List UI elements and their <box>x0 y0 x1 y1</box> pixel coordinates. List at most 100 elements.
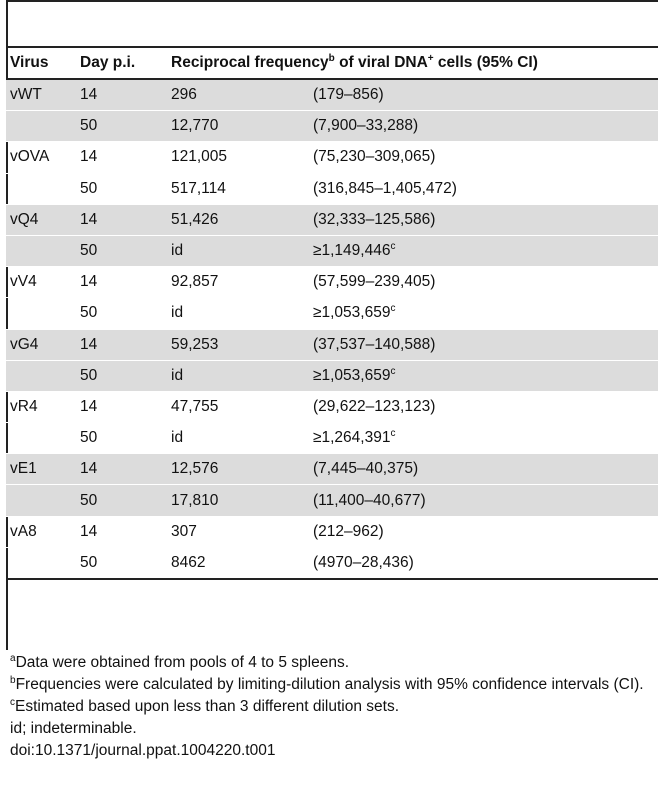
cell-day: 50 <box>80 304 98 322</box>
cell-frequency: 296 <box>167 79 309 111</box>
cell-frequency: id <box>167 360 309 392</box>
cell-confidence-interval: ≥1,053,659c <box>309 298 658 329</box>
cell-confidence-interval: (37,537–140,588) <box>309 329 658 361</box>
cell-day: 50 <box>76 484 167 517</box>
confidence-interval-text: (7,445–40,375) <box>313 460 419 478</box>
footnote: aData were obtained from pools of 4 to 5… <box>10 652 656 674</box>
table-row: 50 17,810 (11,400–40,677) <box>6 484 658 517</box>
cell-virus: vOVA <box>10 148 50 166</box>
cell-confidence-interval: (7,445–40,375) <box>309 453 658 485</box>
cell-virus <box>6 235 76 267</box>
header-frequency-middle: of viral DNA <box>334 54 428 71</box>
footnote-text: doi:10.1371/journal.ppat.1004220.t001 <box>10 742 276 759</box>
footnote-mark: c <box>10 696 15 708</box>
header-frequency: Reciprocal frequencyb of viral DNA+ cell… <box>167 47 658 79</box>
cell-confidence-interval: ≥1,264,391c <box>309 423 658 454</box>
footnote-text: Estimated based upon less than 3 differe… <box>15 698 400 715</box>
table-row: vE1 14 12,576 (7,445–40,375) <box>6 453 658 485</box>
cell-frequency: 51,426 <box>167 204 309 236</box>
table-row: 50 id ≥1,053,659c <box>6 298 658 329</box>
header-day: Day p.i. <box>80 54 136 71</box>
confidence-interval-text: (32,333–125,586) <box>313 210 436 228</box>
table-row: vA8 14 307 (212–962) <box>6 516 658 548</box>
cell-day: 50 <box>76 360 167 392</box>
header-frequency-prefix: Reciprocal frequency <box>171 54 329 71</box>
cell-day: 14 <box>80 148 98 166</box>
confidence-interval-text: (75,230–309,065) <box>313 148 436 166</box>
table-header: Virus Day p.i. Reciprocal frequencyb of … <box>6 47 658 79</box>
table-row: 50 517,114 (316,845–1,405,472) <box>6 173 658 205</box>
cell-virus <box>6 360 76 392</box>
table-frame <box>6 0 658 650</box>
table-row: vOVA 14 121,005 (75,230–309,065) <box>6 142 658 174</box>
cell-frequency: id <box>171 429 184 447</box>
footnote-mark: c <box>390 240 396 252</box>
footnote-mark: c <box>390 365 396 377</box>
cell-virus <box>6 484 76 517</box>
cell-confidence-interval: (316,845–1,405,472) <box>309 173 658 204</box>
cell-day: 14 <box>76 79 167 111</box>
table-row: vV4 14 92,857 (57,599–239,405) <box>6 267 658 298</box>
cell-frequency: 17,810 <box>167 484 309 517</box>
table-row: vQ4 14 51,426 (32,333–125,586) <box>6 204 658 236</box>
cell-day: 14 <box>80 397 98 415</box>
cell-virus: vG4 <box>6 329 76 361</box>
cell-frequency: 47,755 <box>171 397 219 415</box>
cell-frequency: 8462 <box>171 553 206 571</box>
header-row: Virus Day p.i. Reciprocal frequencyb of … <box>6 47 658 79</box>
confidence-interval-text: (212–962) <box>313 522 384 540</box>
cell-day: 50 <box>80 553 98 571</box>
cell-day: 14 <box>76 453 167 485</box>
confidence-interval-text: (4970–28,436) <box>313 553 414 571</box>
table-body: vWT 14 296 (179–856) 50 12,770 (7,900–33,288) v… <box>6 79 658 579</box>
cell-day: 14 <box>76 204 167 236</box>
cell-frequency: 92,857 <box>171 273 219 291</box>
cell-confidence-interval: ≥1,149,446c <box>309 235 658 267</box>
confidence-interval-text: ≥1,149,446 <box>313 242 391 260</box>
cell-virus <box>6 298 76 329</box>
table-row: 50 id ≥1,264,391c <box>6 423 658 454</box>
cell-confidence-interval: (11,400–40,677) <box>309 484 658 517</box>
cell-virus <box>6 547 76 579</box>
cell-frequency: 12,576 <box>167 453 309 485</box>
cell-frequency: 517,114 <box>171 179 226 197</box>
cell-confidence-interval: ≥1,053,659c <box>309 360 658 392</box>
cell-frequency: id <box>171 304 184 322</box>
virus-frequency-table: Virus Day p.i. Reciprocal frequencyb of … <box>6 46 658 580</box>
cell-day: 50 <box>76 110 167 142</box>
header-frequency-plus: + <box>427 52 434 64</box>
confidence-interval-text: (316,845–1,405,472) <box>313 179 457 197</box>
cell-frequency: 307 <box>171 522 197 540</box>
cell-virus: vR4 <box>10 397 38 415</box>
cell-day: 50 <box>80 179 98 197</box>
cell-virus <box>6 110 76 142</box>
confidence-interval-text: (37,537–140,588) <box>313 335 436 353</box>
confidence-interval-text: ≥1,264,391 <box>313 429 391 447</box>
footnote: cEstimated based upon less than 3 differ… <box>10 696 656 718</box>
table-footnotes: aData were obtained from pools of 4 to 5… <box>10 652 656 762</box>
header-frequency-end: cells (95% CI) <box>433 54 538 71</box>
table-row: 50 12,770 (7,900–33,288) <box>6 110 658 142</box>
cell-virus: vWT <box>6 79 76 111</box>
footnote-text: Data were obtained from pools of 4 to 5 … <box>15 654 350 671</box>
cell-confidence-interval: (75,230–309,065) <box>309 142 658 173</box>
cell-virus: vV4 <box>10 273 37 291</box>
confidence-interval-text: ≥1,053,659 <box>313 304 391 322</box>
cell-confidence-interval: (7,900–33,288) <box>309 110 658 142</box>
footnote-mark: a <box>10 652 16 664</box>
cell-day: 50 <box>80 429 98 447</box>
table-row: 50 id ≥1,149,446c <box>6 235 658 267</box>
table-row: vWT 14 296 (179–856) <box>6 79 658 111</box>
cell-frequency: 59,253 <box>167 329 309 361</box>
cell-confidence-interval: (29,622–123,123) <box>309 391 658 422</box>
cell-confidence-interval: (179–856) <box>309 79 658 111</box>
footnote-mark: c <box>390 303 396 315</box>
table-row: vG4 14 59,253 (37,537–140,588) <box>6 329 658 361</box>
cell-frequency: id <box>167 235 309 267</box>
header-frequency-footnote-mark: b <box>328 52 335 64</box>
footnote: doi:10.1371/journal.ppat.1004220.t001 <box>10 740 656 762</box>
cell-frequency: 121,005 <box>171 148 228 166</box>
confidence-interval-text: ≥1,053,659 <box>313 366 391 384</box>
cell-frequency: 12,770 <box>167 110 309 142</box>
